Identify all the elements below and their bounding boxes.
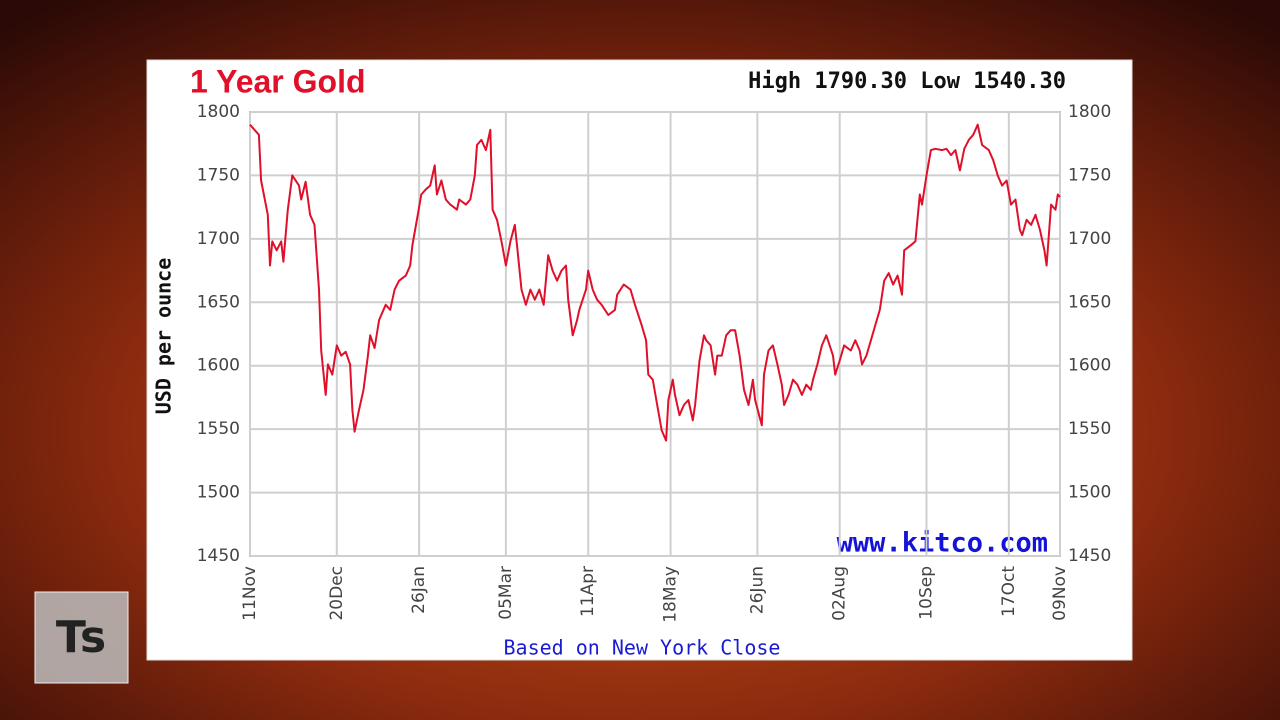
y-tick-label: 1800: [197, 102, 240, 122]
y2-tick-label: 1450: [1068, 546, 1111, 566]
subtitle: High 1790.30 Low 1540.30: [748, 69, 1066, 94]
y-tick-label: 1500: [197, 483, 240, 503]
x-tick-label: 02Aug: [830, 566, 850, 621]
logo-box: [34, 591, 129, 684]
x-tick-label: 26Jan: [409, 566, 429, 614]
x-axis-label: Based on New York Close: [504, 636, 781, 660]
x-tick-label: 26Jun: [747, 566, 767, 614]
y-tick-label: 1650: [197, 292, 240, 312]
chart-title: 1 Year Gold: [190, 63, 366, 99]
x-tick-label: 09Nov: [1050, 566, 1070, 621]
y-tick-label: 1600: [197, 356, 240, 376]
y2-tick-label: 1700: [1068, 229, 1111, 249]
y-tick-label: 1700: [197, 229, 240, 249]
chart-panel: [146, 59, 1133, 661]
y-tick-label: 1750: [197, 165, 240, 185]
x-tick-label: 11Nov: [240, 566, 260, 621]
x-tick-label: 17Oct: [999, 566, 1019, 617]
y-tick-label: 1550: [197, 419, 240, 439]
price-line: [249, 123, 1061, 442]
y2-tick-label: 1550: [1068, 419, 1111, 439]
x-tick-label: 05Mar: [496, 566, 516, 620]
plot: 1450 1500 1550 1600 1650 1700 1750 1800 1450 1500…: [197, 102, 1112, 623]
y-axis-label: USD per ounce: [152, 258, 176, 415]
y2-tick-label: 1800: [1068, 102, 1111, 122]
logo: Ts: [56, 612, 106, 663]
y-tick-label: 1450: [197, 546, 240, 566]
x-tick-label: 11Apr: [578, 566, 598, 617]
y2-tick-label: 1600: [1068, 356, 1111, 376]
watermark: www.kitco.com: [837, 528, 1048, 559]
y2-tick-label: 1750: [1068, 165, 1111, 185]
y2-tick-label: 1650: [1068, 292, 1111, 312]
y2-tick-label: 1500: [1068, 483, 1111, 503]
x-tick-label: 10Sep: [916, 566, 936, 620]
x-tick-label: 20Dec: [327, 566, 347, 621]
x-tick-label: 18May: [661, 566, 681, 623]
